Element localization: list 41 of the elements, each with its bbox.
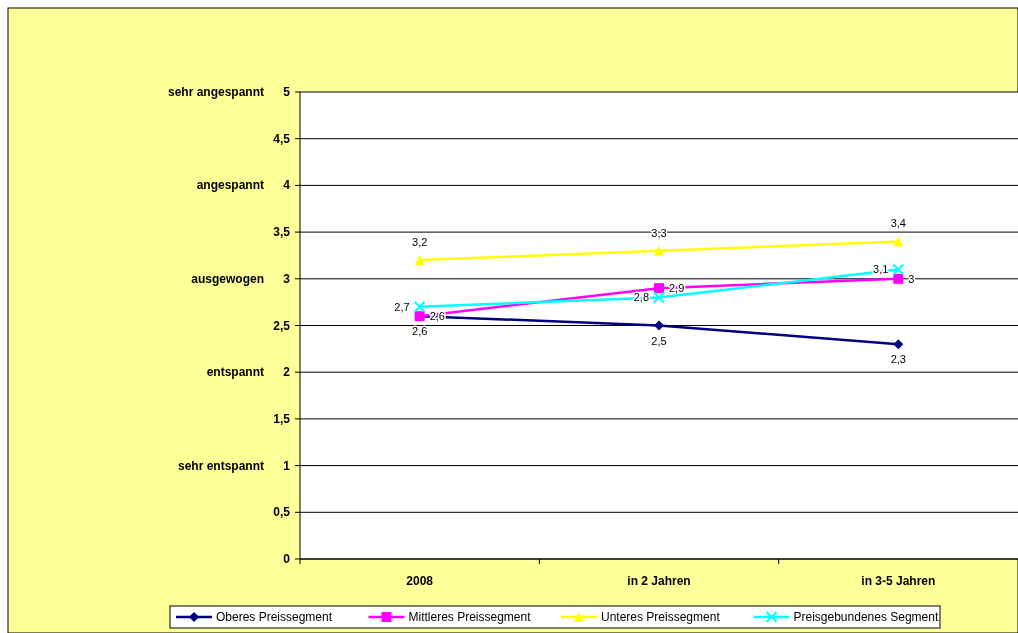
data-label: 2,3 [890,353,906,366]
data-label: 2,5 [651,334,667,347]
point [893,236,904,247]
y-tick-label: 0 [283,552,291,566]
data-label: 3,4 [890,217,906,230]
y-tick-label: 4,5 [273,131,291,146]
text: ausgewogen [191,271,264,286]
legend-label: Oberes Preissegment [216,610,333,624]
text: sehr angespannt [167,85,264,99]
point [892,263,905,276]
data-label: 2,7 [394,300,410,313]
legend-label: Mittleres Preissegment [408,610,532,624]
x-tick-label: 2008 [406,574,434,588]
legend-label: Preisgebundenes Segment [793,610,939,624]
y-tick-label: 1,5 [273,411,291,426]
data-label: 3 [908,272,915,285]
y-tick-label: 2 [283,365,291,380]
y-tick-label: 2,5 [273,318,291,333]
point [893,339,904,350]
point [654,320,664,331]
data-label: 2,6 [429,310,445,323]
y-tick-label: 4 [283,178,291,193]
x-tick-label: in 2 Jahren [627,574,691,588]
point [654,283,664,294]
y-tick-label: 3 [283,271,291,286]
data-label: 2,6 [412,325,428,338]
point [654,245,664,256]
text: entspannt [206,365,264,380]
text: sehr entspannt [177,458,264,473]
text: angespannt [196,178,264,193]
y-tick-label: 1 [283,458,291,473]
data-label: 3,2 [412,236,428,249]
point [893,273,904,284]
point [414,255,425,266]
point [413,300,426,313]
y-tick-label: 0,5 [273,505,291,520]
legend-label: Unteres Preissegment [601,610,721,624]
x-tick-label: in 3-5 Jahren [861,574,936,588]
point [653,291,665,304]
y-tick-label: 3,5 [273,225,291,240]
y-tick-label: 5 [283,85,291,99]
